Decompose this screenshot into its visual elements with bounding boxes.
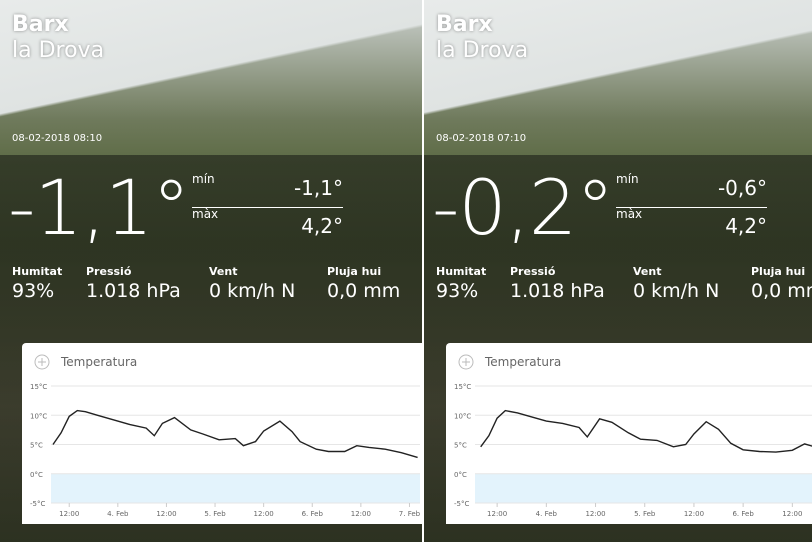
- station-title: Barx: [436, 12, 493, 37]
- stat-label: Pluja hui: [327, 265, 382, 278]
- stat-label: Pressió: [86, 265, 132, 278]
- stat-value: 1.018 hPa: [86, 280, 181, 302]
- station-subtitle: la Drova: [436, 38, 529, 63]
- divider: [616, 207, 767, 208]
- plot-band: [475, 473, 812, 503]
- temperature-line: [480, 409, 812, 453]
- y-tick-label: 0°C: [454, 471, 467, 479]
- stat-label: Vent: [633, 265, 662, 278]
- x-tick-label: 12:00: [684, 510, 704, 518]
- x-tick-label: 4. Feb: [536, 510, 558, 518]
- x-tick-label: 5. Feb: [204, 510, 226, 518]
- x-tick-label: 12:00: [351, 510, 371, 518]
- chart-title: Temperatura: [484, 355, 561, 369]
- x-tick-label: 12:00: [156, 510, 176, 518]
- stat-label: Pressió: [510, 265, 556, 278]
- max-value: 4,2°: [725, 214, 767, 238]
- timestamp: 08-02-2018 08:10: [12, 133, 103, 144]
- chart-card: Temperatura 15°C 10°C 5°C 0°C -5°C 12:00 4. Feb…: [22, 343, 422, 524]
- stat-value: 93%: [12, 280, 55, 302]
- divider: [192, 207, 343, 208]
- timestamp: 08-02-2018 07:10: [436, 133, 527, 144]
- x-tick-label: 5. Feb: [634, 510, 656, 518]
- y-tick-label: 10°C: [454, 412, 471, 420]
- max-label: màx: [616, 207, 643, 221]
- stat-value: 0 km/h N: [209, 280, 296, 302]
- plot-band: [51, 473, 420, 503]
- x-tick-label: 7. Feb: [399, 510, 421, 518]
- y-tick-label: 5°C: [454, 442, 467, 450]
- x-tick-label: 12:00: [782, 510, 802, 518]
- stat-value: 0,0 mm: [327, 280, 401, 302]
- expand-icon: [458, 354, 474, 370]
- max-value: 4,2°: [301, 214, 343, 238]
- y-tick-label: 10°C: [30, 412, 47, 420]
- y-tick-label: 15°C: [454, 383, 471, 391]
- stat-label: Vent: [209, 265, 238, 278]
- min-label: mín: [192, 172, 215, 186]
- stat-label: Humitat: [436, 265, 487, 278]
- station-subtitle: la Drova: [12, 38, 105, 63]
- x-tick-label: 12:00: [254, 510, 274, 518]
- expand-icon-plus: [38, 358, 46, 366]
- y-tick-label: -5°C: [30, 500, 45, 508]
- y-tick-label: 15°C: [30, 383, 47, 391]
- expand-icon-plus: [462, 358, 470, 366]
- y-tick-label: 0°C: [30, 471, 43, 479]
- weather-panel: Barx la Drova 08-02-2018 08:10 -1,1° mín -1,1…: [0, 0, 422, 542]
- x-tick-label: 6. Feb: [302, 510, 324, 518]
- y-tick-label: -5°C: [454, 500, 469, 508]
- min-label: mín: [616, 172, 639, 186]
- stat-value: 93%: [436, 280, 479, 302]
- stat-value: 0 km/h N: [633, 280, 720, 302]
- stat-value: 1.018 hPa: [510, 280, 605, 302]
- weather-panel: Barx la Drova 08-02-2018 07:10 -0,2° mín -0,6…: [424, 0, 812, 542]
- x-tick-label: 4. Feb: [107, 510, 129, 518]
- stat-label: Pluja hui: [751, 265, 806, 278]
- temperature-line: [52, 409, 418, 459]
- stat-value: 0,0 mm: [751, 280, 812, 302]
- current-temperature: -1,1°: [8, 163, 190, 252]
- min-value: -0,6°: [717, 176, 767, 200]
- x-tick-label: 6. Feb: [732, 510, 754, 518]
- chart-card: Temperatura 15°C 10°C 5°C 0°C -5°C 12:00 4. Feb…: [446, 343, 812, 524]
- chart-title: Temperatura: [60, 355, 137, 369]
- expand-icon: [34, 354, 50, 370]
- stat-label: Humitat: [12, 265, 63, 278]
- min-value: -1,1°: [293, 176, 343, 200]
- current-temperature: -0,2°: [432, 163, 614, 252]
- x-tick-label: 12:00: [585, 510, 605, 518]
- max-label: màx: [192, 207, 219, 221]
- x-tick-label: 12:00: [487, 510, 507, 518]
- x-tick-label: 12:00: [59, 510, 79, 518]
- y-tick-label: 5°C: [30, 442, 43, 450]
- temperature-chart: Temperatura 15°C 10°C 5°C 0°C -5°C 12:00 4. Feb…: [454, 354, 812, 518]
- station-title: Barx: [12, 12, 69, 37]
- temperature-chart: Temperatura 15°C 10°C 5°C 0°C -5°C 12:00 4. Feb…: [30, 354, 421, 518]
